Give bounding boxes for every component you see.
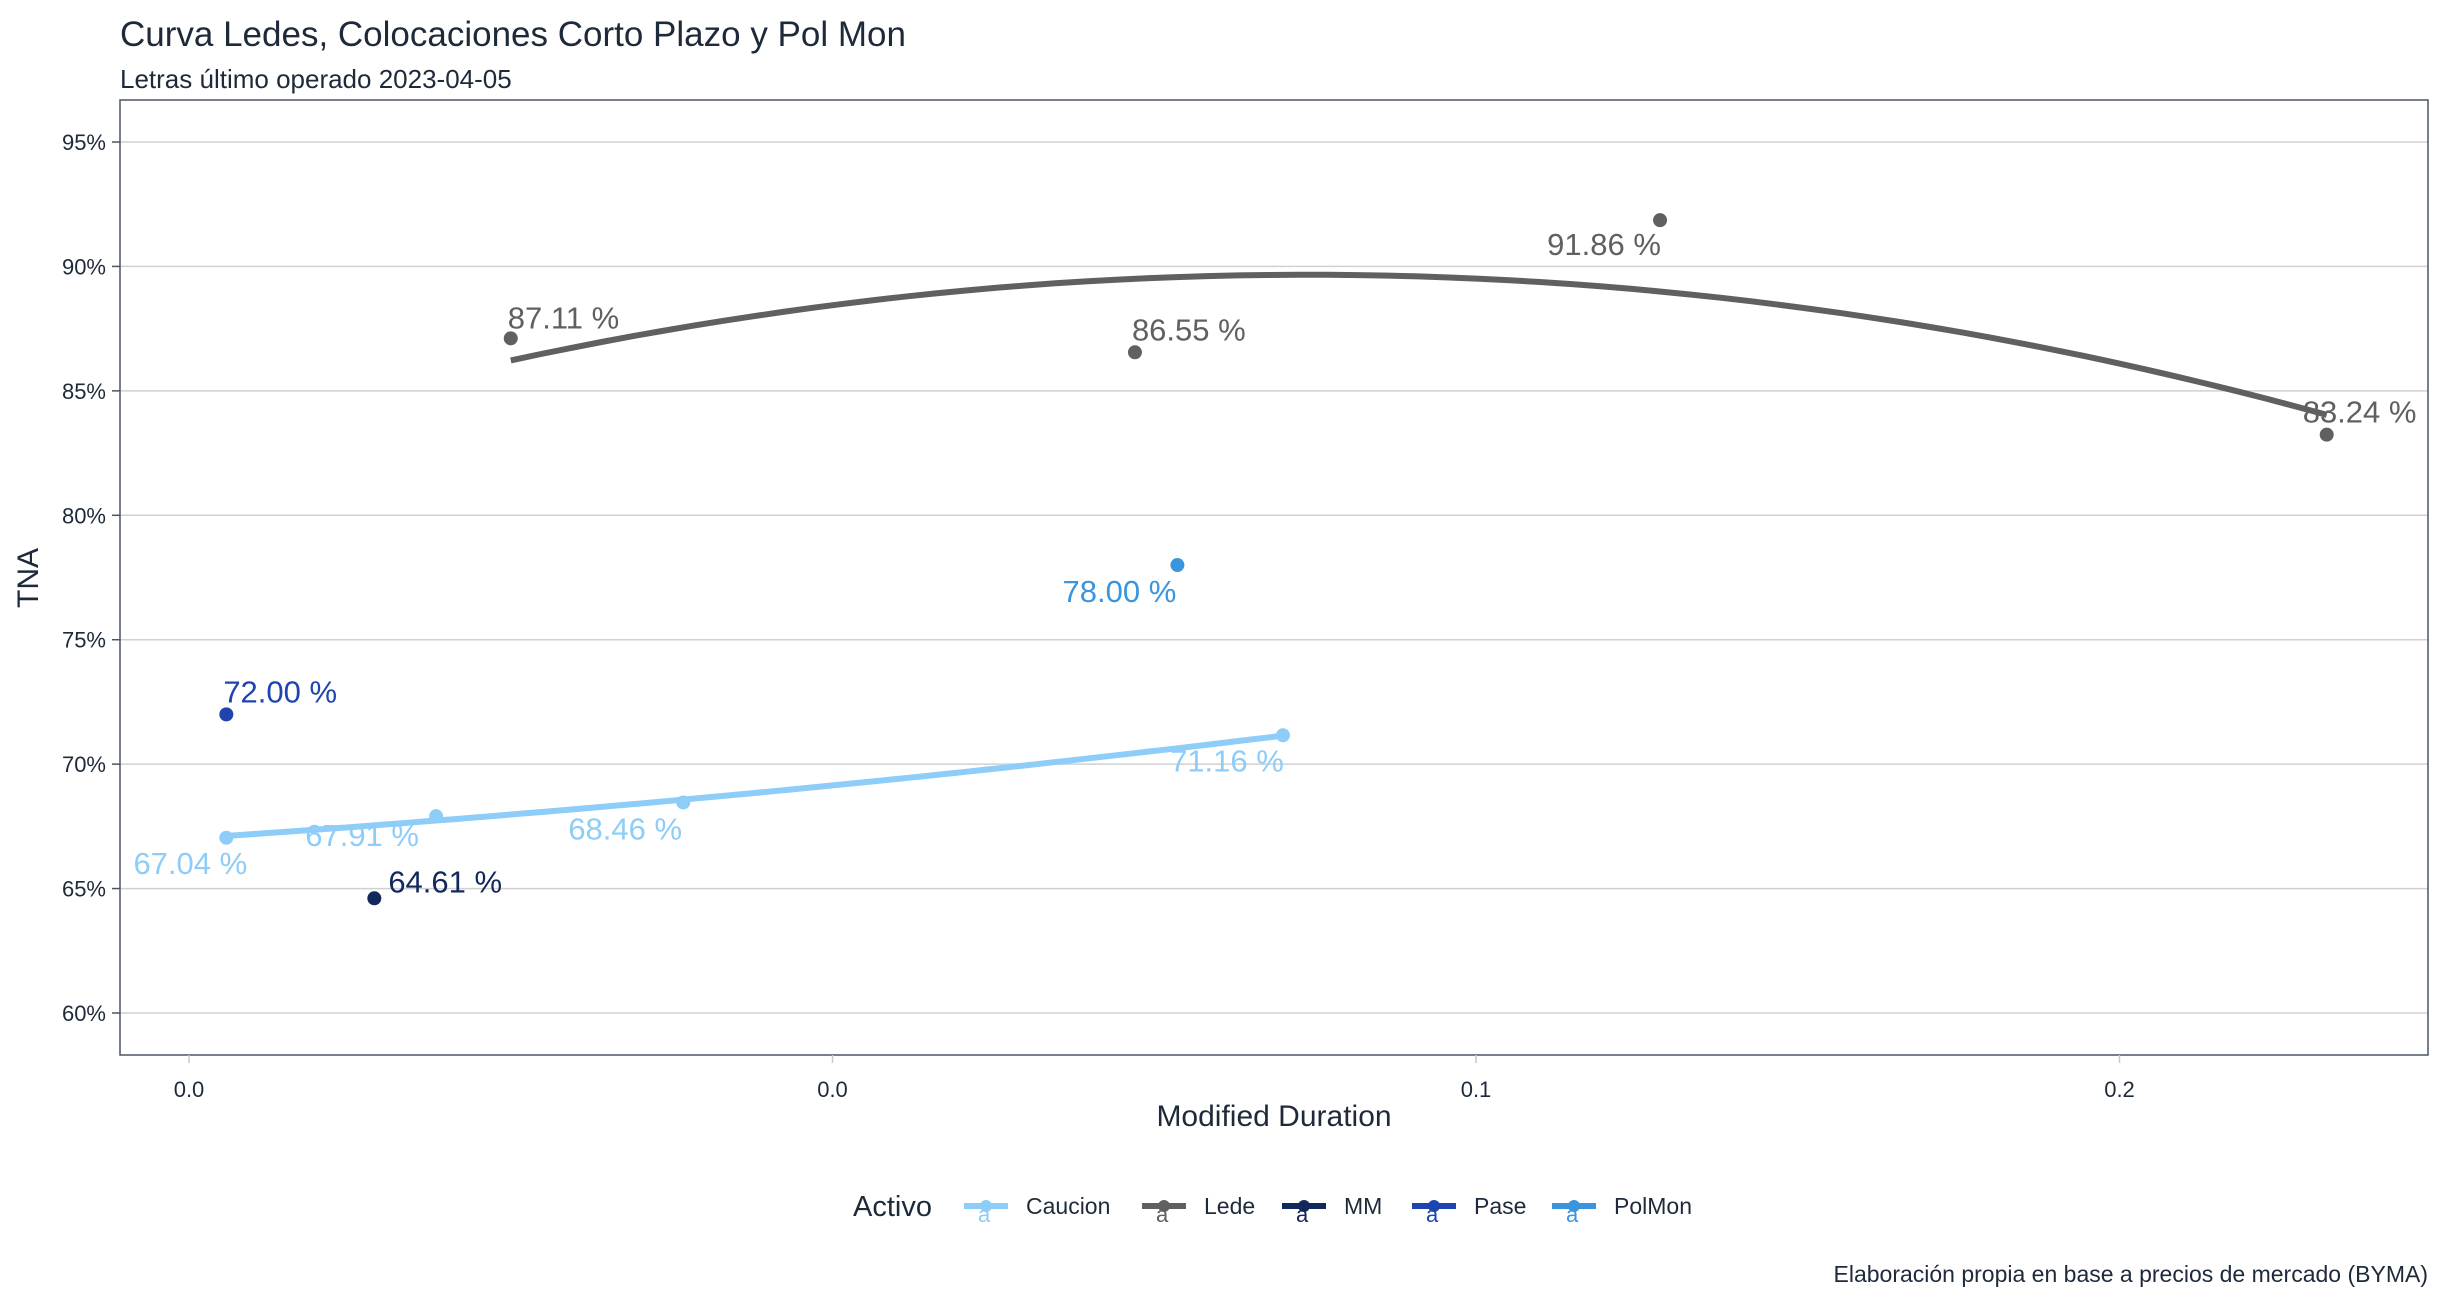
plot-panel	[119, 99, 2429, 1056]
fit-lines	[226, 271, 2328, 839]
point-lede	[503, 331, 518, 346]
y-tick-label: 90%	[62, 254, 106, 279]
legend-label: PolMon	[1614, 1193, 1692, 1219]
point-caucion	[1275, 728, 1290, 743]
point-caucion	[676, 795, 691, 810]
legend-label: Lede	[1204, 1193, 1255, 1219]
x-tick-label: 0.2	[2104, 1077, 2135, 1102]
x-tick-label: 0.0	[817, 1077, 848, 1102]
point-caucion	[219, 830, 234, 845]
data-label-lede: 91.86 %	[1547, 227, 1661, 262]
legend-key-point	[980, 1200, 992, 1212]
data-label-lede: 86.55 %	[1132, 312, 1246, 347]
point-polmon	[1170, 558, 1185, 573]
point-pase	[219, 707, 234, 722]
point-lede	[1653, 213, 1668, 228]
legend-key-letter: a	[1296, 1202, 1309, 1227]
data-label-caucion: 71.16 %	[1170, 743, 1284, 778]
legend-title: Activo	[853, 1191, 932, 1223]
data-label-polmon: 78.00 %	[1063, 574, 1177, 609]
data-label-caucion: 68.46 %	[568, 811, 682, 846]
legend-key-point	[1568, 1200, 1580, 1212]
x-axis-title: Modified Duration	[1156, 1100, 1391, 1133]
y-tick-label: 75%	[62, 628, 106, 653]
legend-key-letter: a	[1566, 1202, 1579, 1227]
data-label-lede: 87.11 %	[508, 300, 619, 335]
fit-line-lede	[510, 271, 2328, 418]
x-tick-label: 0.0	[174, 1077, 205, 1102]
x-tick-label: 0.1	[1461, 1077, 1492, 1102]
data-label-caucion: 67.04 %	[133, 846, 247, 881]
points	[219, 213, 2334, 906]
fit-line-caucion	[226, 732, 1284, 839]
x-axis: 0.0 0.0 0.1 0.2	[174, 1055, 2135, 1102]
grid	[120, 141, 2428, 1014]
y-axis: 60% 65% 70% 75% 80% 85% 90% 95%	[62, 130, 120, 1026]
data-label-mm: 64.61 %	[388, 864, 502, 899]
data-label-caucion: 67.91 %	[305, 818, 419, 853]
point-lede	[2319, 427, 2334, 442]
legend-item-pase: a Pase	[1412, 1193, 1526, 1227]
point-lede	[1127, 345, 1142, 360]
y-tick-label: 85%	[62, 379, 106, 404]
point-mm	[367, 891, 382, 906]
caption: Elaboración propia en base a precios de …	[1834, 1261, 2429, 1287]
data-label-lede: 83.24 %	[2303, 395, 2417, 430]
legend-item-mm: a MM	[1282, 1193, 1382, 1227]
legend-item-polmon: a PolMon	[1552, 1193, 1692, 1227]
legend-label: MM	[1344, 1193, 1382, 1219]
y-tick-label: 80%	[62, 503, 106, 528]
y-axis-title: TNA	[12, 548, 45, 608]
legend: Activo a Caucion a Lede a MM a Pase a PolMon	[853, 1191, 1692, 1227]
y-tick-label: 95%	[62, 130, 106, 155]
y-tick-label: 70%	[62, 752, 106, 777]
data-labels: 67.04 % 67.91 % 68.46 % 71.16 % 87.11 % 86.55…	[133, 227, 2416, 899]
legend-key-point	[1428, 1200, 1440, 1212]
legend-item-caucion: a Caucion	[964, 1193, 1110, 1227]
legend-key-letter: a	[1156, 1202, 1169, 1227]
legend-key-point	[1158, 1200, 1170, 1212]
legend-label: Pase	[1474, 1193, 1526, 1219]
legend-item-lede: a Lede	[1142, 1193, 1255, 1227]
legend-key-point	[1298, 1200, 1310, 1212]
y-tick-label: 60%	[62, 1001, 106, 1026]
chart-title: Curva Ledes, Colocaciones Corto Plazo y …	[120, 15, 906, 54]
legend-key-letter: a	[978, 1202, 991, 1227]
legend-label: Caucion	[1026, 1193, 1110, 1219]
y-tick-label: 65%	[62, 877, 106, 902]
point-caucion	[429, 809, 444, 824]
chart-subtitle: Letras último operado 2023-04-05	[120, 64, 512, 94]
legend-key-letter: a	[1426, 1202, 1439, 1227]
data-label-pase: 72.00 %	[223, 674, 337, 709]
